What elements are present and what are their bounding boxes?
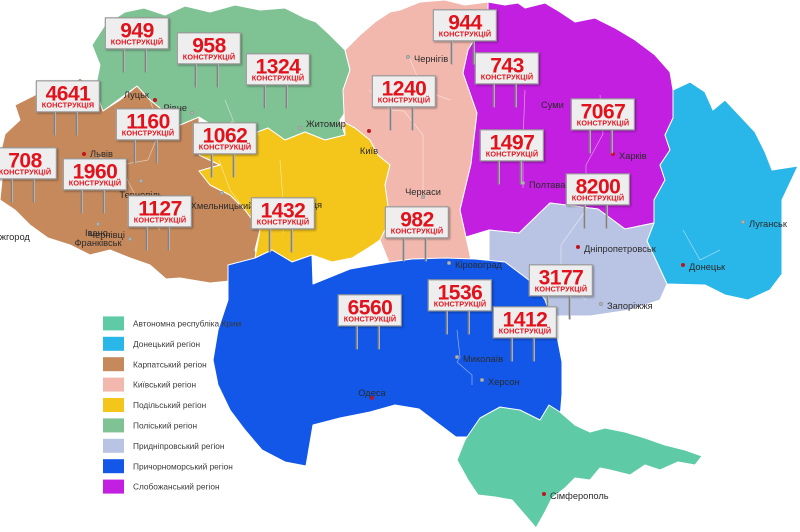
svg-text:Карпатський регіон: Карпатський регіон xyxy=(133,359,207,369)
svg-text:Поліський регіон: Поліський регіон xyxy=(133,421,197,431)
svg-text:Київський регіон: Київський регіон xyxy=(133,380,196,390)
svg-text:Подільський регіон: Подільський регіон xyxy=(133,400,206,410)
svg-text:Автономна республіка Крим: Автономна республіка Крим xyxy=(133,319,241,329)
svg-text:Слобожанський регіон: Слобожанський регіон xyxy=(133,482,220,492)
svg-text:Донецький регіон: Донецький регіон xyxy=(133,339,200,349)
svg-text:Придніпровський регіон: Придніпровський регіон xyxy=(133,441,225,451)
svg-text:Причорноморський регіон: Причорноморський регіон xyxy=(133,461,233,471)
